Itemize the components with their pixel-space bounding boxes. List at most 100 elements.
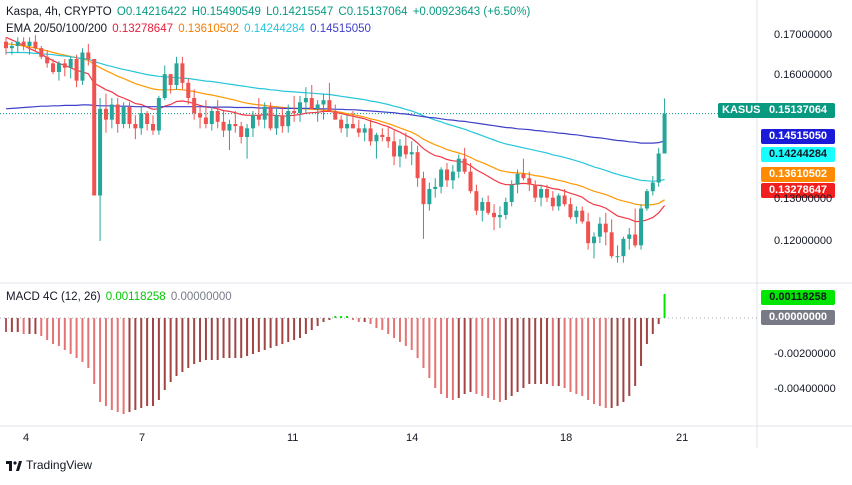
macd-value2: 0.00000000 — [170, 291, 232, 303]
macd-bar — [69, 318, 72, 354]
candle-body — [650, 182, 655, 192]
macd-bar — [563, 318, 566, 388]
macd-bar — [210, 318, 213, 360]
candle-body — [515, 173, 520, 185]
macd-bar — [463, 318, 466, 394]
macd-bar — [475, 318, 478, 394]
macd-bar — [75, 318, 78, 358]
candle-body — [250, 115, 255, 129]
candle-body — [298, 102, 302, 114]
candle-body — [609, 232, 614, 257]
macd-tick: -0.00200000 — [774, 348, 836, 360]
macd-bar — [545, 318, 548, 384]
macd-bar — [528, 318, 531, 384]
candle-body — [445, 169, 449, 181]
macd-bar — [152, 318, 154, 406]
macd-bar — [28, 318, 31, 334]
macd-bar — [340, 316, 343, 318]
macd-bar — [281, 318, 284, 344]
macd-bar — [275, 318, 278, 346]
time-tick: 7 — [139, 432, 146, 444]
ema-line — [6, 51, 665, 182]
macd-tag-value2: 0.00000000 — [761, 310, 835, 325]
macd-bar — [622, 318, 625, 402]
macd-bar — [381, 318, 384, 330]
price-tick: 0.12000000 — [774, 235, 833, 247]
candle-body — [586, 221, 591, 244]
macd-bar — [163, 318, 166, 390]
macd-bar — [134, 318, 137, 410]
candle-body — [621, 238, 626, 257]
candle-body — [227, 124, 232, 131]
macd-bar — [351, 318, 354, 320]
price-tag-ema100: 0.14244284 — [761, 147, 835, 162]
candle-body — [33, 41, 38, 49]
macd-bar — [434, 318, 437, 388]
candle-body — [556, 195, 561, 207]
candle-body — [309, 98, 314, 109]
candle-body — [303, 98, 308, 103]
candle-body — [392, 141, 397, 157]
candle-body — [268, 106, 273, 129]
candle-body — [662, 113, 667, 154]
candle-body — [321, 100, 326, 105]
candle-body — [215, 111, 220, 122]
macd-bar — [598, 318, 601, 406]
macd-bar — [234, 318, 237, 358]
candle-body — [456, 158, 461, 172]
macd-bar — [104, 318, 107, 406]
macd-bar — [5, 318, 7, 332]
candle-body — [62, 63, 67, 68]
candle-body — [486, 202, 491, 213]
candle-body — [521, 173, 526, 179]
macd-bar — [316, 318, 319, 326]
price-tag-ema200: 0.14515050 — [761, 129, 835, 144]
macd-bar — [375, 318, 378, 328]
macd-bar — [440, 318, 443, 394]
candle-body — [39, 48, 44, 57]
ema50-value: 0.13610502 — [178, 23, 239, 35]
candle-body — [509, 184, 514, 202]
macd-bar — [140, 318, 143, 408]
candle-body — [615, 256, 620, 258]
candle-body — [544, 189, 549, 198]
macd-bar — [540, 318, 543, 384]
candle-body — [450, 171, 455, 181]
low-value: L0.14215547 — [266, 6, 334, 18]
macd-bar — [46, 318, 49, 340]
time-tick: 14 — [406, 432, 419, 444]
tradingview-logo-icon — [6, 460, 22, 471]
candle-body — [356, 128, 361, 133]
macd-tick: -0.00400000 — [774, 383, 836, 395]
candle-body — [74, 59, 79, 81]
macd-bar — [187, 318, 190, 368]
macd-bar — [551, 318, 554, 386]
macd-bar — [581, 318, 584, 396]
ema-legend-label: EMA 20/50/100/200 — [6, 23, 108, 35]
candle-body — [262, 106, 267, 120]
macd-bar — [593, 318, 595, 404]
ohlc-legend: Kaspa, 4h, CRYPTO O0.14216422 H0.1549054… — [6, 6, 532, 18]
candle-body — [480, 202, 485, 211]
candle-body — [639, 208, 644, 246]
macd-bar — [410, 318, 413, 350]
ema200-value: 0.14515050 — [310, 23, 371, 35]
macd-bar — [175, 318, 178, 376]
macd-bar — [369, 318, 372, 324]
candle-body — [198, 113, 203, 118]
macd-legend: MACD 4C (12, 26) 0.00118258 0.00000000 — [6, 291, 234, 303]
symbol-label: Kaspa, 4h, CRYPTO — [6, 6, 112, 18]
macd-bar — [357, 318, 360, 322]
macd-bar — [263, 318, 266, 350]
macd-bar — [216, 318, 219, 360]
macd-bar — [516, 318, 519, 392]
macd-bar — [57, 318, 60, 346]
candle-body — [644, 191, 649, 209]
macd-bar — [498, 318, 501, 402]
change-value: +0.00923643 (+6.50%) — [412, 6, 531, 18]
candle-body — [98, 108, 103, 196]
macd-bar — [181, 318, 184, 372]
tradingview-brand[interactable]: TradingView — [6, 458, 92, 472]
macd-bar — [304, 318, 307, 334]
